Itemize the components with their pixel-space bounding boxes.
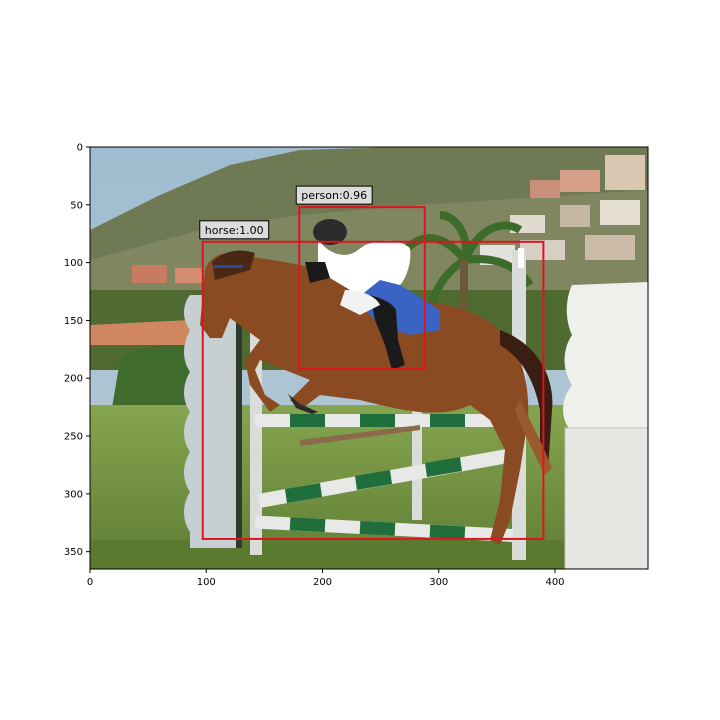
right-jump-wing (563, 282, 648, 569)
y-tick-label: 100 (64, 258, 83, 269)
jump-rails (254, 414, 514, 542)
horse-label: horse:1.00 (205, 224, 264, 237)
y-tick-label: 300 (64, 489, 83, 500)
y-tick-label: 250 (64, 432, 83, 443)
detection-horse: horse:1.00 (199, 220, 545, 540)
horse-label-background (199, 220, 270, 240)
rider (305, 219, 440, 370)
detection-person: person:0.96 (295, 185, 426, 370)
y-tick-label: 50 (70, 200, 83, 211)
person-label-background (295, 185, 373, 205)
x-tick-label: 300 (429, 577, 448, 588)
left-jump-wing (184, 295, 242, 548)
horse-bounding-box (201, 240, 545, 540)
x-tick-label: 200 (313, 577, 332, 588)
x-tick-label: 0 (87, 577, 93, 588)
detections: person:0.96 horse:1.00 (199, 185, 545, 540)
axes-frame (89, 146, 649, 570)
y-tick-label: 150 (64, 316, 83, 327)
y-tick-label: 0 (77, 143, 83, 154)
x-tick-label: 100 (197, 577, 216, 588)
y-tick-label: 200 (64, 374, 83, 385)
x-tick-label: 400 (545, 577, 564, 588)
y-axis: 0 50 100 150 200 250 300 350 (64, 143, 90, 558)
y-tick-label: 350 (64, 547, 83, 558)
horse-jump-photo (90, 147, 648, 569)
houses (132, 155, 645, 283)
x-axis: 0 100 200 300 400 (87, 569, 565, 588)
person-bounding-box (298, 206, 426, 370)
person-label: person:0.96 (301, 189, 367, 202)
